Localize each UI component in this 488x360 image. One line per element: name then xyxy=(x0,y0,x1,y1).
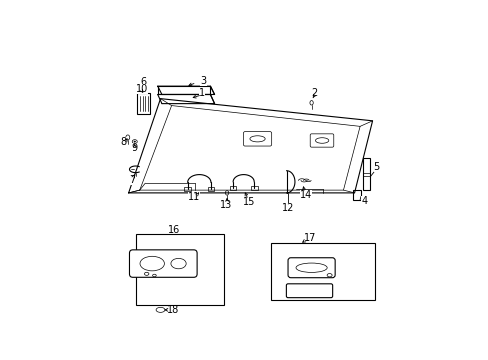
FancyBboxPatch shape xyxy=(287,258,334,278)
Text: 7: 7 xyxy=(129,175,136,185)
Ellipse shape xyxy=(144,272,148,275)
Text: 14: 14 xyxy=(299,190,311,200)
Bar xyxy=(184,188,191,191)
Ellipse shape xyxy=(315,138,328,143)
Text: 6: 6 xyxy=(141,77,147,87)
Text: 18: 18 xyxy=(166,305,179,315)
Bar xyxy=(352,190,360,200)
Bar xyxy=(363,158,369,190)
Bar xyxy=(137,93,150,114)
Text: 1: 1 xyxy=(199,88,205,98)
Text: 19: 19 xyxy=(330,289,342,299)
Text: 15: 15 xyxy=(243,197,255,207)
Bar xyxy=(207,188,214,191)
Text: 11: 11 xyxy=(187,192,200,202)
Text: 12: 12 xyxy=(281,203,294,213)
Ellipse shape xyxy=(171,258,186,269)
Ellipse shape xyxy=(295,263,326,273)
Text: 10: 10 xyxy=(136,84,148,94)
Text: 8: 8 xyxy=(121,136,126,147)
Ellipse shape xyxy=(326,274,331,277)
Text: 13: 13 xyxy=(220,200,232,210)
Text: 4: 4 xyxy=(361,196,366,206)
Text: 2: 2 xyxy=(310,88,317,98)
Bar xyxy=(271,243,375,300)
Ellipse shape xyxy=(134,141,135,142)
Text: 17: 17 xyxy=(304,233,316,243)
Text: 5: 5 xyxy=(373,162,379,172)
Text: 9: 9 xyxy=(131,143,138,153)
Ellipse shape xyxy=(309,100,313,105)
FancyBboxPatch shape xyxy=(309,134,333,147)
FancyBboxPatch shape xyxy=(129,250,197,277)
Text: 21: 21 xyxy=(335,268,347,278)
Bar xyxy=(135,234,224,305)
Ellipse shape xyxy=(225,191,228,195)
Ellipse shape xyxy=(125,135,129,140)
Text: 16: 16 xyxy=(168,225,180,235)
Text: 20: 20 xyxy=(191,270,203,280)
Ellipse shape xyxy=(140,256,164,271)
Ellipse shape xyxy=(152,274,156,277)
Text: 3: 3 xyxy=(200,76,206,86)
FancyBboxPatch shape xyxy=(286,284,332,298)
Ellipse shape xyxy=(156,307,164,312)
Bar xyxy=(229,186,236,190)
Bar xyxy=(250,186,257,190)
Ellipse shape xyxy=(132,140,137,144)
Ellipse shape xyxy=(249,136,264,142)
FancyBboxPatch shape xyxy=(243,132,271,146)
